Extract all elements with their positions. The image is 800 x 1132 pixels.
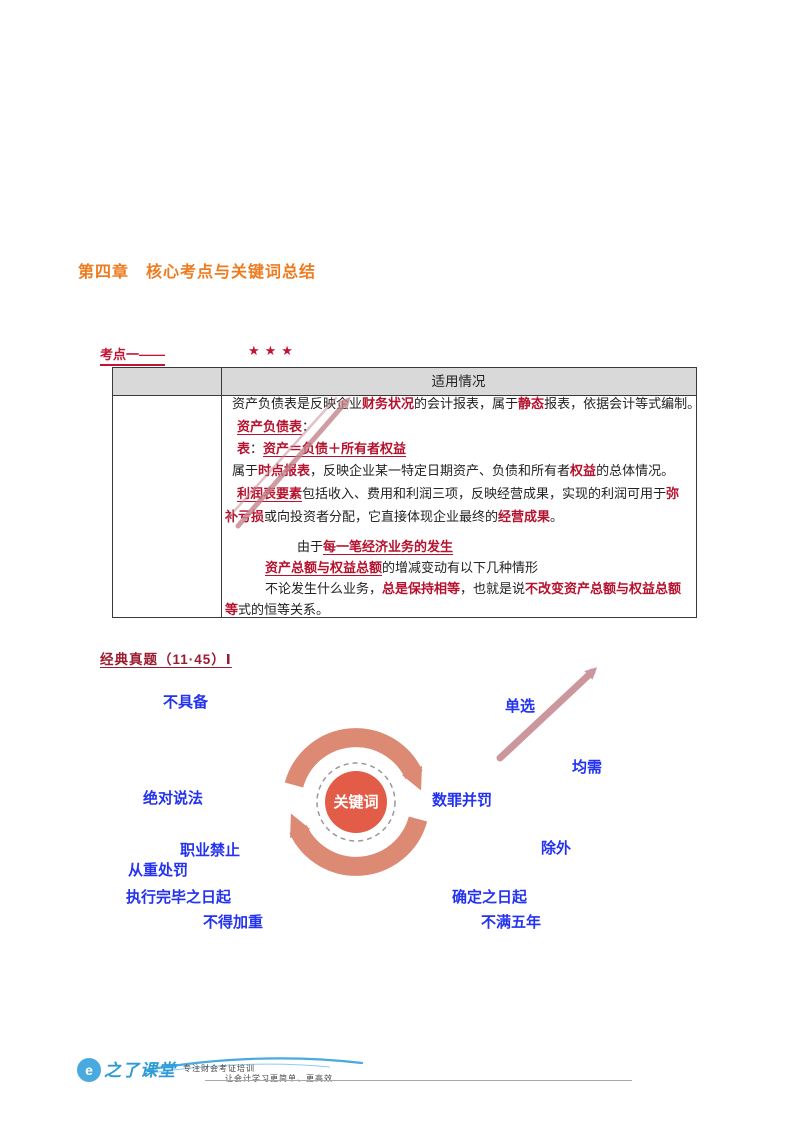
keyword-label: 单选 — [505, 698, 536, 715]
table-header-row — [113, 368, 696, 396]
row-text: ： — [302, 419, 316, 434]
brand-slogan: 专注财会考证培训 — [183, 1064, 255, 1073]
topic-label: 考点一—— — [100, 344, 166, 366]
keyword-label: 确定之日起 — [452, 889, 528, 906]
row-text: 的会计报表，属于 — [414, 396, 519, 411]
keyword-label: 不得加重 — [203, 914, 264, 931]
keyword-label: 数罪并罚 — [432, 792, 493, 809]
row-highlight: 资产总额与权益总额 — [265, 560, 383, 575]
row-text: 报表，依据会计等式编制。 — [544, 396, 701, 411]
table-row: 资产负债表： — [237, 419, 315, 434]
table-row: 资产负债表是反映企业财务状况的会计报表，属于静态报表，依据会计等式编制。 — [232, 396, 700, 411]
keyword-label: 不具备 — [163, 694, 209, 711]
row-text: 包括收入、费用和利润三项，反映经营成果，实现的利润可用于 — [302, 486, 667, 501]
cycle-arrow-bottom-icon — [289, 813, 428, 876]
cycle-arrow-top-icon — [284, 728, 423, 791]
row-text: ： — [250, 441, 264, 456]
table-row: 利润表要素包括收入、费用和利润三项，反映经营成果，实现的利润可用于弥 — [237, 486, 679, 501]
row-text: 。 — [550, 509, 564, 524]
row-highlight: 经营成果 — [498, 509, 551, 524]
keyword-label: 除外 — [541, 840, 572, 857]
row-highlight: 时点报表 — [258, 463, 311, 478]
row-highlight: 不改变资产总额与权益总额 — [525, 581, 682, 596]
row-text: 或向投资者分配，它直接体现企业最终的 — [264, 509, 499, 524]
table-header-cell: 适用情况 — [431, 374, 486, 389]
brand-slogan: 让会计学习更简单、更高效 — [225, 1074, 333, 1083]
table-row: 资产总额与权益总额的增减变动有以下几种情形 — [265, 560, 538, 575]
row-text: ，也就是说 — [460, 581, 526, 596]
row-highlight: 等 — [225, 602, 239, 617]
row-highlight: 每一笔经济业务的发生 — [323, 539, 454, 554]
row-text: 不论发生什么业务， — [265, 581, 383, 596]
keyword-label: 均需 — [572, 759, 603, 776]
brand-logo-icon: e — [77, 1058, 101, 1082]
table-row: 不论发生什么业务，总是保持相等，也就是说不改变资产总额与权益总额 — [265, 581, 681, 596]
row-text: 属于 — [232, 463, 259, 478]
row-text: 的增减变动有以下几种情形 — [382, 560, 539, 575]
table-row: 等式的恒等关系。 — [225, 602, 329, 617]
keyword-label: 绝对说法 — [143, 790, 204, 807]
row-text: ，反映企业某一特定日期资产、负债和所有者 — [310, 463, 571, 478]
center-circle — [325, 771, 387, 833]
row-highlight: 财务状况 — [362, 396, 415, 411]
keyword-label: 执行完毕之日起 — [126, 889, 232, 906]
keyword-label: 不满五年 — [481, 914, 542, 931]
table-row: 属于时点报表，反映企业某一特定日期资产、负债和所有者权益的总体情况。 — [232, 463, 674, 478]
row-highlight: 利润表要素 — [237, 486, 303, 501]
keyword-label: 从重处罚 — [128, 862, 189, 879]
row-highlight: 补亏损 — [225, 509, 265, 524]
row-highlight: 权益 — [570, 463, 597, 478]
exam-question-title: 经典真题（11·45）Ⅰ — [100, 652, 232, 667]
center-label: 关键词 — [333, 793, 378, 811]
brand-name: 之了课堂 — [104, 1061, 176, 1080]
row-highlight: 资产负债表 — [237, 419, 303, 434]
row-text: 资产负债表是反映企业 — [232, 396, 363, 411]
table-column-divider — [221, 368, 222, 617]
row-text: 式的恒等关系。 — [238, 602, 330, 617]
row-text: 由于 — [297, 539, 324, 554]
dashed-circle — [316, 762, 396, 842]
importance-stars: ★★★ — [248, 343, 298, 358]
row-text: 的总体情况。 — [596, 463, 675, 478]
row-highlight: 总是保持相等 — [382, 581, 461, 596]
keyword-label: 职业禁止 — [180, 842, 241, 859]
table-row: 由于每一笔经济业务的发生 — [297, 539, 453, 554]
row-highlight: 资产＝负债＋所有者权益 — [263, 441, 407, 456]
row-highlight: 弥 — [666, 486, 680, 501]
footer-divider — [205, 1080, 632, 1081]
chapter-heading: 第四章 核心考点与关键词总结 — [78, 264, 317, 281]
usage-table: 适用情况 — [112, 367, 697, 618]
table-row: 补亏损或向投资者分配，它直接体现企业最终的经营成果。 — [225, 509, 563, 524]
keyword-cycle-diagram: 关键词 — [284, 728, 428, 876]
table-row: 表：资产＝负债＋所有者权益 — [237, 441, 406, 456]
row-highlight: 静态 — [518, 396, 545, 411]
row-highlight: 表 — [237, 441, 251, 456]
